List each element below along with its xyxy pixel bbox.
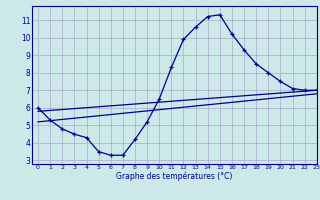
X-axis label: Graphe des températures (°C): Graphe des températures (°C) xyxy=(116,171,233,181)
